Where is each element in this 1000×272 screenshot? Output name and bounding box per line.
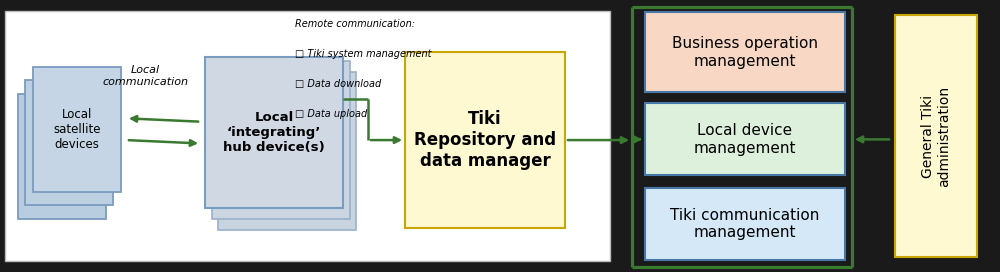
Text: □ Tiki system management: □ Tiki system management (295, 49, 432, 59)
FancyBboxPatch shape (212, 61, 350, 219)
Text: Local
communication: Local communication (102, 65, 188, 87)
Text: Tiki
Repository and
data manager: Tiki Repository and data manager (414, 110, 556, 170)
FancyBboxPatch shape (33, 67, 121, 192)
FancyBboxPatch shape (405, 52, 565, 228)
FancyBboxPatch shape (645, 188, 845, 260)
FancyBboxPatch shape (645, 103, 845, 175)
Text: General Tiki
administration: General Tiki administration (921, 85, 951, 187)
Text: Business operation
management: Business operation management (672, 36, 818, 69)
Text: Local device
management: Local device management (694, 123, 796, 156)
FancyBboxPatch shape (25, 80, 113, 205)
FancyBboxPatch shape (205, 57, 343, 208)
FancyBboxPatch shape (18, 94, 106, 219)
Text: □ Data download: □ Data download (295, 79, 381, 89)
FancyBboxPatch shape (218, 72, 356, 230)
Text: Remote communication:: Remote communication: (295, 19, 415, 29)
Text: Tiki communication
management: Tiki communication management (670, 208, 820, 240)
Text: Local
satellite
devices: Local satellite devices (53, 108, 101, 151)
Text: □ Data upload: □ Data upload (295, 109, 367, 119)
FancyBboxPatch shape (895, 15, 977, 257)
FancyBboxPatch shape (5, 11, 610, 261)
Text: Local
‘integrating’
hub device(s): Local ‘integrating’ hub device(s) (223, 111, 325, 154)
FancyBboxPatch shape (645, 12, 845, 92)
